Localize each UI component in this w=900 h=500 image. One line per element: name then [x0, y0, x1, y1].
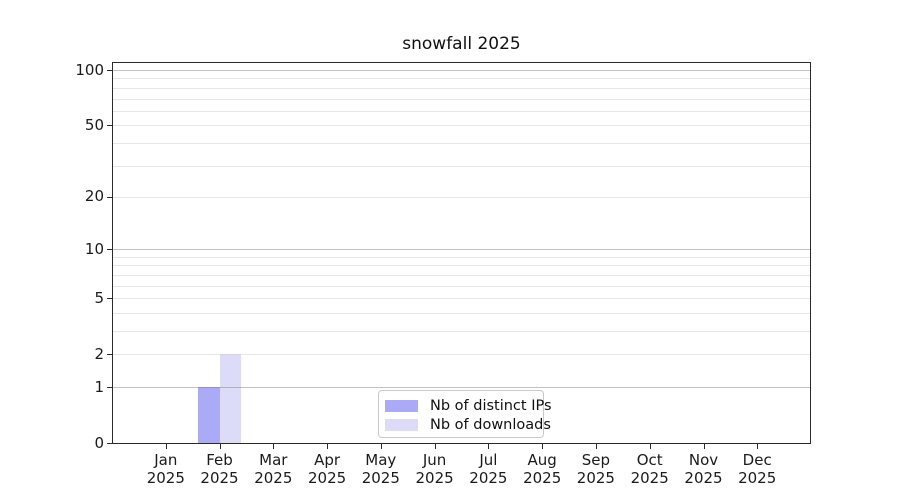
x-tick-year: 2025 [684, 469, 723, 487]
x-tickmark-feb [219, 444, 221, 449]
x-tick-month: Dec [742, 451, 772, 469]
minor-gridline-60 [113, 110, 811, 112]
legend-swatch-distinct-ips [385, 399, 418, 412]
minor-gridline-20 [113, 196, 811, 198]
x-tickmark-dec [757, 444, 759, 449]
x-tick-month: Sep [581, 451, 611, 469]
x-tick-year: 2025 [146, 469, 185, 487]
y-tick-label-1: 1 [94, 377, 104, 396]
x-tick-year: 2025 [308, 469, 347, 487]
minor-gridline-6 [113, 285, 811, 287]
x-tick-year: 2025 [576, 469, 615, 487]
y-tickmark-20 [107, 196, 112, 198]
x-tick-year: 2025 [254, 469, 293, 487]
x-tickmark-jun [434, 444, 436, 449]
x-tickmark-aug [542, 444, 544, 449]
y-tick-label-100: 100 [75, 60, 104, 79]
y-tickmark-0 [107, 443, 112, 444]
y-tick-label-0: 0 [94, 433, 104, 452]
legend-entry-distinct-ips: Nb of distinct IPs [385, 396, 552, 415]
minor-gridline-2 [113, 354, 811, 356]
x-tick-month: Aug [527, 451, 557, 469]
x-tick-label-may: May 2025 [339, 451, 423, 487]
x-tickmark-may [380, 444, 382, 449]
x-tick-year: 2025 [738, 469, 777, 487]
x-tick-label-apr: Apr 2025 [285, 451, 369, 487]
minor-gridline-9 [113, 256, 811, 258]
x-tick-label-nov: Nov 2025 [662, 451, 746, 487]
minor-gridline-70 [113, 98, 811, 100]
legend-entry-downloads: Nb of downloads [385, 415, 551, 434]
x-tick-label-jun: Jun 2025 [393, 451, 477, 487]
x-tick-label-jul: Jul 2025 [446, 451, 530, 487]
major-gridline-100 [113, 70, 811, 71]
minor-gridline-50 [113, 125, 811, 127]
major-gridline-10 [113, 249, 811, 251]
x-tickmark-apr [327, 444, 329, 449]
x-tick-label-oct: Oct 2025 [608, 451, 692, 487]
x-tick-month: Feb [206, 451, 233, 469]
bar-distinct-ips-feb [198, 387, 220, 443]
x-tick-label-dec: Dec 2025 [715, 451, 799, 487]
x-tickmark-jan [165, 444, 167, 449]
legend-swatch-downloads [385, 418, 418, 431]
y-tickmark-2 [107, 354, 112, 356]
x-tick-month: Oct [636, 451, 663, 469]
bar-downloads-feb [219, 354, 241, 443]
y-tick-label-10: 10 [84, 239, 104, 258]
legend: Nb of distinct IPs Nb of downloads [378, 390, 552, 438]
x-tick-month: Jan [154, 451, 178, 469]
minor-gridline-8 [113, 265, 811, 267]
y-tick-label-50: 50 [84, 115, 104, 134]
minor-gridline-30 [113, 165, 811, 167]
y-tickmark-50 [107, 125, 112, 127]
x-tick-year: 2025 [630, 469, 669, 487]
x-tickmark-oct [649, 444, 651, 449]
chart-title: snowfall 2025 [402, 34, 521, 54]
x-tick-month: Mar [259, 451, 288, 469]
legend-label-distinct-ips: Nb of distinct IPs [430, 397, 552, 414]
minor-gridline-5 [113, 298, 811, 300]
minor-gridline-7 [113, 274, 811, 276]
x-tick-label-feb: Feb 2025 [178, 451, 262, 487]
x-tick-month: Jun [422, 451, 447, 469]
x-tickmark-nov [703, 444, 705, 449]
plot-frame [112, 62, 811, 444]
minor-gridline-80 [113, 87, 811, 89]
y-tick-label-2: 2 [94, 344, 104, 363]
x-tick-year: 2025 [361, 469, 400, 487]
x-tick-month: May [365, 451, 397, 469]
minor-gridline-4 [113, 312, 811, 314]
major-gridline-1 [113, 387, 811, 388]
x-tick-month: Nov [688, 451, 719, 469]
x-tick-label-jan: Jan 2025 [124, 451, 208, 487]
y-tick-label-5: 5 [94, 288, 104, 307]
minor-gridline-3 [113, 331, 811, 332]
x-tick-year: 2025 [200, 469, 239, 487]
x-tick-label-aug: Aug 2025 [500, 451, 584, 487]
x-tick-month: Apr [314, 451, 341, 469]
x-tickmark-mar [273, 444, 275, 449]
y-tickmark-100 [107, 70, 112, 71]
x-tick-year: 2025 [469, 469, 508, 487]
y-tickmark-5 [107, 298, 112, 300]
x-tick-label-sep: Sep 2025 [554, 451, 638, 487]
x-tick-year: 2025 [523, 469, 562, 487]
y-tickmark-1 [107, 387, 112, 388]
minor-gridline-90 [113, 78, 811, 80]
x-tickmark-jul [488, 444, 490, 449]
y-tickmark-10 [107, 249, 112, 251]
minor-gridline-40 [113, 142, 811, 144]
x-tickmark-sep [595, 444, 597, 449]
y-tick-label-20: 20 [84, 187, 104, 206]
x-tick-year: 2025 [415, 469, 454, 487]
x-tick-month: Jul [479, 451, 498, 469]
legend-label-downloads: Nb of downloads [430, 416, 551, 433]
x-tick-label-mar: Mar 2025 [231, 451, 315, 487]
